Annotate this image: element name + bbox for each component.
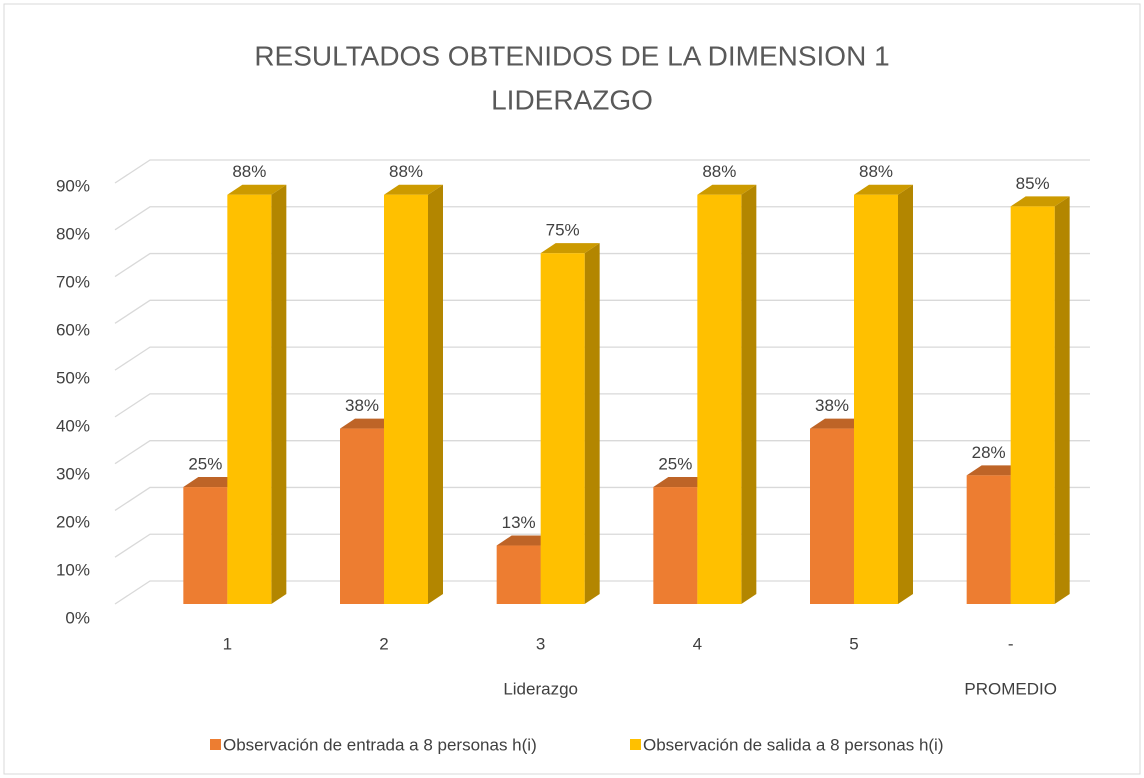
y-tick-label: 40% <box>56 416 90 435</box>
legend-swatch <box>210 739 221 750</box>
chart-title: LIDERAZGO <box>491 84 653 115</box>
data-label: 75% <box>546 221 580 240</box>
y-tick-label: 60% <box>56 320 90 339</box>
bar <box>1010 196 1070 604</box>
group-label: Liderazgo <box>503 679 578 698</box>
data-label: 38% <box>345 396 379 415</box>
bar-front <box>854 194 898 604</box>
bar-top <box>227 184 287 195</box>
y-tick-label: 0% <box>65 608 90 627</box>
data-label: 88% <box>859 162 893 181</box>
data-label: 28% <box>972 443 1006 462</box>
data-label: 85% <box>1016 174 1050 193</box>
data-label: 13% <box>502 513 536 532</box>
bar-top <box>384 184 443 195</box>
data-label: 25% <box>658 455 692 474</box>
bar-front <box>227 194 272 604</box>
y-tick-label: 70% <box>56 272 90 291</box>
bar-top <box>697 184 757 195</box>
bar-side <box>428 184 443 604</box>
x-tick-label: - <box>1008 634 1014 653</box>
bar <box>384 184 443 604</box>
bar-side <box>741 184 757 604</box>
y-tick-label: 10% <box>56 560 90 579</box>
data-label: 25% <box>188 455 222 474</box>
y-tick-label: 90% <box>56 176 90 195</box>
bar <box>854 184 913 604</box>
grid-line <box>114 346 1090 371</box>
grid-line <box>114 393 1090 418</box>
bar-front <box>653 487 698 604</box>
bar-top <box>540 243 600 254</box>
chart-title: RESULTADOS OBTENIDOS DE LA DIMENSION 1 <box>254 40 889 71</box>
grid-line <box>114 486 1090 511</box>
grid-line <box>114 580 1090 605</box>
grid-line <box>114 206 1090 231</box>
bar-front <box>810 428 854 604</box>
bar-side <box>898 184 913 604</box>
y-tick-label: 30% <box>56 464 90 483</box>
data-label: 88% <box>702 162 736 181</box>
grid-line <box>114 533 1090 558</box>
bar-front <box>496 545 541 604</box>
y-tick-label: 20% <box>56 512 90 531</box>
bar-top <box>854 184 913 195</box>
data-label: 88% <box>232 162 266 181</box>
bar <box>697 184 757 604</box>
y-tick-label: 50% <box>56 368 90 387</box>
bar <box>227 184 287 604</box>
x-tick-label: 2 <box>379 634 388 653</box>
x-tick-label: 5 <box>849 634 858 653</box>
grid-line <box>114 252 1090 278</box>
bar-side <box>1054 196 1070 604</box>
x-tick-label: 4 <box>693 634 702 653</box>
y-tick-label: 80% <box>56 224 90 243</box>
bar-side <box>271 184 287 604</box>
legend-swatch <box>630 739 641 750</box>
bar-front <box>384 194 428 604</box>
bar-top <box>1010 196 1070 207</box>
bar <box>540 243 600 604</box>
bar-side <box>584 243 600 604</box>
grid-line <box>114 159 1090 184</box>
legend-label: Observación de entrada a 8 personas h(i) <box>223 735 537 754</box>
group-label: PROMEDIO <box>964 679 1057 698</box>
grid-line <box>114 440 1090 465</box>
bar-front <box>966 475 1011 604</box>
x-tick-label: 1 <box>223 634 232 653</box>
data-label: 38% <box>815 396 849 415</box>
bar-front <box>1010 206 1055 604</box>
grid-line <box>114 299 1090 324</box>
x-tick-label: 3 <box>536 634 545 653</box>
bar-front <box>540 253 585 604</box>
data-label: 88% <box>389 162 423 181</box>
bar-front <box>183 487 228 604</box>
legend-label: Observación de salida a 8 personas h(i) <box>643 735 944 754</box>
bar-front <box>340 428 384 604</box>
bar-front <box>697 194 742 604</box>
